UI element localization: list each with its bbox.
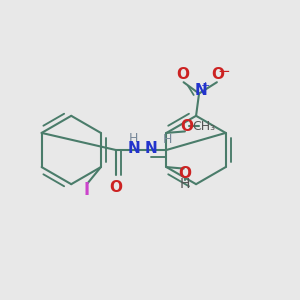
- Text: N: N: [127, 141, 140, 156]
- Text: H: H: [180, 177, 190, 191]
- Text: CH₃: CH₃: [192, 120, 215, 133]
- Text: −: −: [217, 64, 230, 79]
- Text: N: N: [145, 141, 158, 156]
- Text: O: O: [176, 67, 190, 82]
- Text: H: H: [163, 133, 172, 146]
- Text: O: O: [180, 118, 193, 134]
- Text: N: N: [195, 83, 208, 98]
- Text: O: O: [178, 167, 191, 182]
- Text: I: I: [83, 181, 90, 199]
- Text: O: O: [211, 67, 224, 82]
- Text: +: +: [201, 81, 210, 92]
- Text: H: H: [129, 132, 138, 145]
- Text: O: O: [109, 180, 122, 195]
